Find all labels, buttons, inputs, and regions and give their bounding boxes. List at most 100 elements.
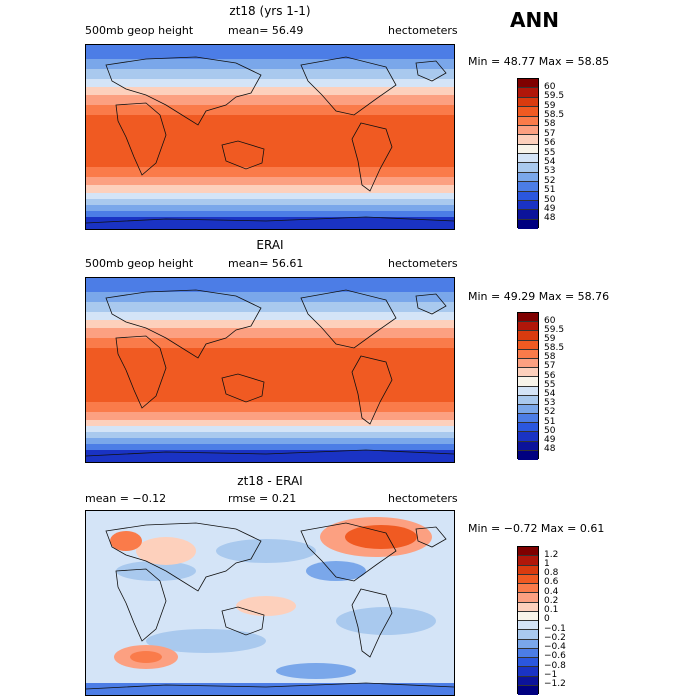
panel1-colorbar-box <box>518 182 538 192</box>
panel1-map-svg <box>86 45 454 229</box>
panel3-colorbar-tick: 0.6 <box>544 577 559 587</box>
panel1-colorbar-tick: 57 <box>544 129 556 139</box>
panel1-colorbar-box <box>518 88 538 98</box>
panel1-colorbar-tick: 51 <box>544 185 556 195</box>
panel1-band <box>86 199 454 205</box>
panel2-colorbar-box <box>518 377 538 387</box>
panel2-band <box>86 278 454 292</box>
panel3-anomaly <box>345 525 417 549</box>
panel1-colorbar-tick: 52 <box>544 176 556 186</box>
panel3-rmse: rmse = 0.21 <box>228 492 297 505</box>
panel1-colorbar-box <box>518 144 538 154</box>
panel1-mean: mean= 56.49 <box>228 24 304 37</box>
panel3-colorbar-tick: −1 <box>544 670 558 680</box>
panel2-colorbar-box <box>518 386 538 396</box>
panel1-band <box>86 105 454 115</box>
panel3-colorbar-tick: 0 <box>544 614 550 624</box>
panel3-colorbar-box <box>518 593 538 603</box>
panel3-coastlines <box>86 522 454 690</box>
panel2-band <box>86 302 454 312</box>
panel2-band <box>86 328 454 338</box>
panel2-colorbar-box <box>518 313 538 323</box>
panel2-colorbar-tick: 48 <box>544 444 556 454</box>
panel2-band <box>86 426 454 432</box>
panel3-colorbar-box <box>518 574 538 584</box>
panel3-colorbar-box <box>518 611 538 621</box>
panel2-colorbar-tick: 56 <box>544 371 556 381</box>
panel2-colorbar-box <box>518 395 538 405</box>
panel3-colorbar-box <box>518 565 538 575</box>
panel2-variable-label: 500mb geop height <box>85 257 194 270</box>
panel2-map <box>85 277 455 463</box>
panel1-colorbar-box <box>518 107 538 117</box>
panel2-band <box>86 438 454 444</box>
panel3-colorbar-box <box>518 676 538 686</box>
panel2-band <box>86 338 454 348</box>
season-label: ANN <box>510 8 559 32</box>
panel3-colorbar-tick: −0.6 <box>544 651 566 661</box>
panel3-map-svg <box>86 511 454 695</box>
panel1-colorbar-box <box>518 135 538 145</box>
panel3-anomaly <box>336 607 436 635</box>
panel1-colorbar-tick: 53 <box>544 166 556 176</box>
panel3-colorbar-box <box>518 602 538 612</box>
panel3-colorbar-tick: 0.8 <box>544 568 559 578</box>
panel3-colorbar-tick: 1.2 <box>544 550 559 560</box>
panel3-colorbar-box <box>518 630 538 640</box>
panel3-anomaly <box>116 561 196 581</box>
panel3-colorbar-tick: 0.2 <box>544 596 559 606</box>
panel2-band <box>86 402 454 412</box>
panel1-band <box>86 193 454 199</box>
panel1-colorbar-box <box>518 219 538 229</box>
panel2-band <box>86 292 454 302</box>
panel2-colorbar-tick: 54 <box>544 389 556 399</box>
panel1-colorbar-box <box>518 163 538 173</box>
panel2-colorbar-box <box>518 432 538 442</box>
panel2-colorbar-tick: 58 <box>544 352 556 362</box>
panel1-band <box>86 45 454 59</box>
panel2-band <box>86 348 454 402</box>
panel1-band <box>86 95 454 105</box>
panel2-colorbar-box <box>518 349 538 359</box>
panel2-band <box>86 432 454 438</box>
panel3-colorbar-box <box>518 639 538 649</box>
panel2-colorbar-tick: 53 <box>544 398 556 408</box>
panel3-colorbar-box <box>518 547 538 557</box>
panel3-colorbar-box <box>518 685 538 695</box>
panel3-colorbar-box <box>518 648 538 658</box>
panel2-title: ERAI <box>256 238 284 252</box>
panel1-units: hectometers <box>388 24 458 37</box>
panel1-colorbar-box <box>518 116 538 126</box>
panel3-units: hectometers <box>388 492 458 505</box>
panel2-colorbar-box <box>518 331 538 341</box>
panel2-colorbar-tick: 57 <box>544 361 556 371</box>
panel1-colorbar-tick: 50 <box>544 195 556 205</box>
panel1-colorbar-tick: 59.5 <box>544 91 565 101</box>
panel1-colorbar <box>517 78 539 229</box>
panel1-colorbar-tick: 58.5 <box>544 110 565 120</box>
panel2-colorbar-box <box>518 322 538 332</box>
panel1-band <box>86 211 454 217</box>
panel3-title: zt18 - ERAI <box>237 474 303 488</box>
panel2-map-svg <box>86 278 454 462</box>
panel2-band <box>86 450 454 462</box>
panel3-mean: mean = −0.12 <box>85 492 167 505</box>
panel2-minmax: Min = 49.29 Max = 58.76 <box>468 290 610 303</box>
panel3-colorbar-box <box>518 556 538 566</box>
panel1-colorbar-tick: 54 <box>544 157 556 167</box>
panel2-colorbar-box <box>518 423 538 433</box>
panel3-anomaly <box>146 629 266 653</box>
panel2-band <box>86 312 454 320</box>
panel3-colorbar-box <box>518 667 538 677</box>
panel2-colorbar-box <box>518 368 538 378</box>
panel2-colorbar-box <box>518 358 538 369</box>
panel1-colorbar-box <box>518 125 538 136</box>
panel2-colorbar-tick: 55 <box>544 380 556 390</box>
panel2-colorbar-box <box>518 404 538 415</box>
panel3-colorbar <box>517 546 539 695</box>
panel3-colorbar-tick: −0.4 <box>544 642 566 652</box>
panel1-band <box>86 115 454 167</box>
panel2-colorbar-tick: 60 <box>544 316 556 326</box>
panel3-anomaly <box>136 537 196 565</box>
panel2-colorbar-tick: 49 <box>544 435 556 445</box>
